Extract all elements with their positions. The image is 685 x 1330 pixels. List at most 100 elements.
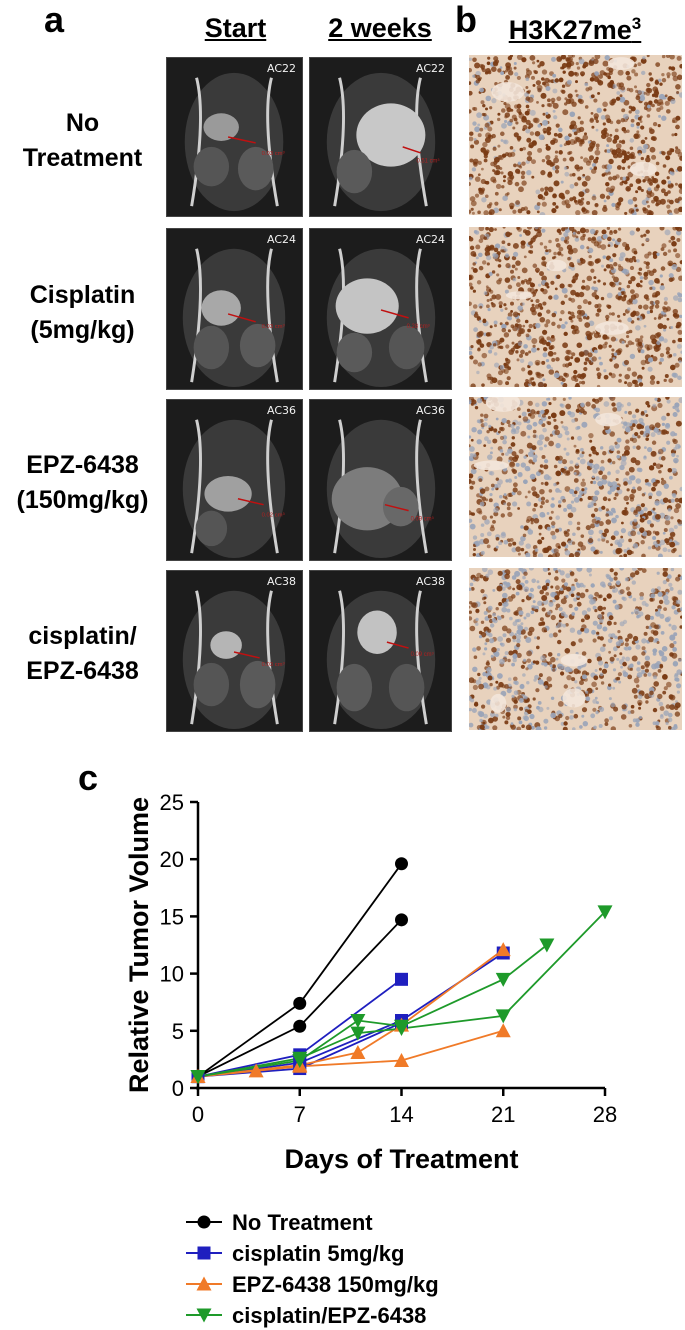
data-point-0 [293,1019,307,1033]
panel-label-c: c [78,760,98,798]
mri-image-start-row1: 0.03 cm³ AC22 [166,57,303,217]
y-tick-label: 0 [172,1076,184,1101]
data-point-3 [597,905,613,920]
data-point-2 [248,1063,264,1078]
legend-label: EPZ-6438 150mg/kg [232,1272,439,1297]
mri-scan-graphic: 0.09 cm³ [326,590,436,730]
legend-marker [196,1308,212,1323]
mri-sample-id: AC38 [266,575,296,588]
mri-image-2weeks-row4: 0.09 cm³ AC38 [309,570,452,732]
row-label-combination: cisplatin/ EPZ-6438 [0,619,165,688]
mri-sample-id: AC36 [415,404,445,417]
row-label-line1: Cisplatin [29,281,136,309]
data-point-0 [395,857,408,871]
svg-text:0.03 cm³: 0.03 cm³ [262,324,285,330]
ihc-image-row4 [469,568,682,730]
svg-text:0.51 cm³: 0.51 cm³ [416,159,439,165]
y-tick-label: 10 [160,962,184,987]
ihc-image-row3 [469,397,682,557]
y-axis-label: Relative Tumor Volume [124,797,154,1093]
mri-image-start-row2: 0.03 cm³ AC24 [166,228,303,390]
data-point-3 [394,1022,409,1037]
data-point-3 [190,1070,206,1085]
y-tick-label: 5 [172,1019,184,1044]
y-tick-label: 20 [160,847,184,872]
mri-scan-graphic: 0.03 cm³ [184,72,285,212]
mri-sample-id: AC24 [415,233,445,246]
x-tick-label: 28 [593,1102,617,1127]
x-tick-label: 21 [491,1102,515,1127]
row-label-epz: EPZ-6438 (150mg/kg) [0,448,165,517]
mri-image-2weeks-row1: 0.51 cm³ AC22 [309,57,452,217]
stain-name: H3K27me [508,15,632,45]
row-label-line2: Treatment [22,143,143,172]
mri-scan-graphic: 0.51 cm³ [326,72,439,212]
svg-text:0.03 cm³: 0.03 cm³ [262,151,285,157]
y-tick-label: 25 [160,790,184,815]
ihc-stain-graphic [469,397,682,557]
data-point-2 [495,1023,511,1038]
series-line-2-1 [197,948,504,1078]
row-label-cisplatin: Cisplatin (5mg/kg) [0,278,165,347]
x-tick-label: 14 [389,1102,413,1127]
ihc-stain-graphic [469,55,682,215]
data-point-3 [539,938,555,953]
mri-sample-id: AC36 [266,404,296,417]
legend-marker [197,1215,211,1229]
data-point-2 [350,1045,366,1060]
row-label-line1: EPZ-6438 [26,451,139,479]
row-label-line2: (5mg/kg) [30,315,135,344]
legend-label: cisplatin/EPZ-6438 [232,1303,426,1328]
mri-image-2weeks-row3: 0.09 cm³ AC36 [309,399,452,561]
mri-image-start-row3: 0.02 cm³ AC36 [166,399,303,561]
svg-text:0.09 cm³: 0.09 cm³ [411,516,434,522]
stain-superscript: 3 [631,14,642,33]
x-tick-label: 7 [294,1102,306,1127]
column-header-2-weeks: 2 weeks [328,13,432,43]
mri-image-start-row4: 0.03 cm³ AC38 [166,570,303,732]
row-label-no-treatment: No Treatment [0,106,165,175]
ihc-image-row2 [469,227,682,387]
row-label-line2: (150mg/kg) [16,485,149,514]
data-point-0 [395,913,408,927]
x-tick-label: 0 [192,1102,204,1127]
ihc-image-row1 [469,55,682,215]
x-axis-label: Days of Treatment [284,1144,518,1174]
mri-image-2weeks-row2: 0.28 cm³ AC24 [309,228,452,390]
legend-marker [197,1246,211,1260]
legend-label: cisplatin 5mg/kg [232,1241,404,1266]
mri-scan-graphic: 0.02 cm³ [182,419,286,559]
column-header-stain: H3K27me3 [470,15,680,44]
mri-scan-graphic: 0.03 cm³ [182,248,286,388]
data-point-3 [495,972,511,987]
row-label-line2: EPZ-6438 [26,656,139,685]
data-point-3 [350,1014,366,1029]
data-point-3 [350,1026,366,1041]
legend-label: No Treatment [232,1210,373,1235]
svg-text:0.02 cm³: 0.02 cm³ [262,513,285,519]
series-line-3-0 [197,944,548,1078]
mri-sample-id: AC22 [266,62,296,75]
ihc-stain-graphic [469,227,682,387]
row-label-line1: No [65,109,100,137]
mri-scan-graphic: 0.09 cm³ [326,419,436,559]
series-line-1-1 [197,952,504,1078]
panel-label-b: b [455,0,477,40]
column-header-start: Start [204,13,267,43]
mri-sample-id: AC24 [266,233,296,246]
data-point-3 [495,1009,511,1024]
tumor-volume-chart: c 0 5 10 15 20 25 0 7 14 21 28 Days of Treatment Rel… [78,760,617,1328]
y-tick-label: 15 [160,904,184,929]
mri-scan-graphic: 0.03 cm³ [182,590,286,730]
svg-text:0.09 cm³: 0.09 cm³ [411,652,434,658]
mri-sample-id: AC22 [415,62,445,75]
row-label-line1: cisplatin/ [28,622,137,650]
ihc-stain-graphic [469,568,682,730]
mri-scan-graphic: 0.28 cm³ [326,248,436,388]
panel-label-a: a [44,0,65,40]
data-point-1 [395,972,408,986]
svg-text:0.03 cm³: 0.03 cm³ [262,662,285,668]
data-point-2 [394,1053,409,1068]
svg-text:0.28 cm³: 0.28 cm³ [407,324,430,330]
data-point-3 [292,1051,308,1066]
